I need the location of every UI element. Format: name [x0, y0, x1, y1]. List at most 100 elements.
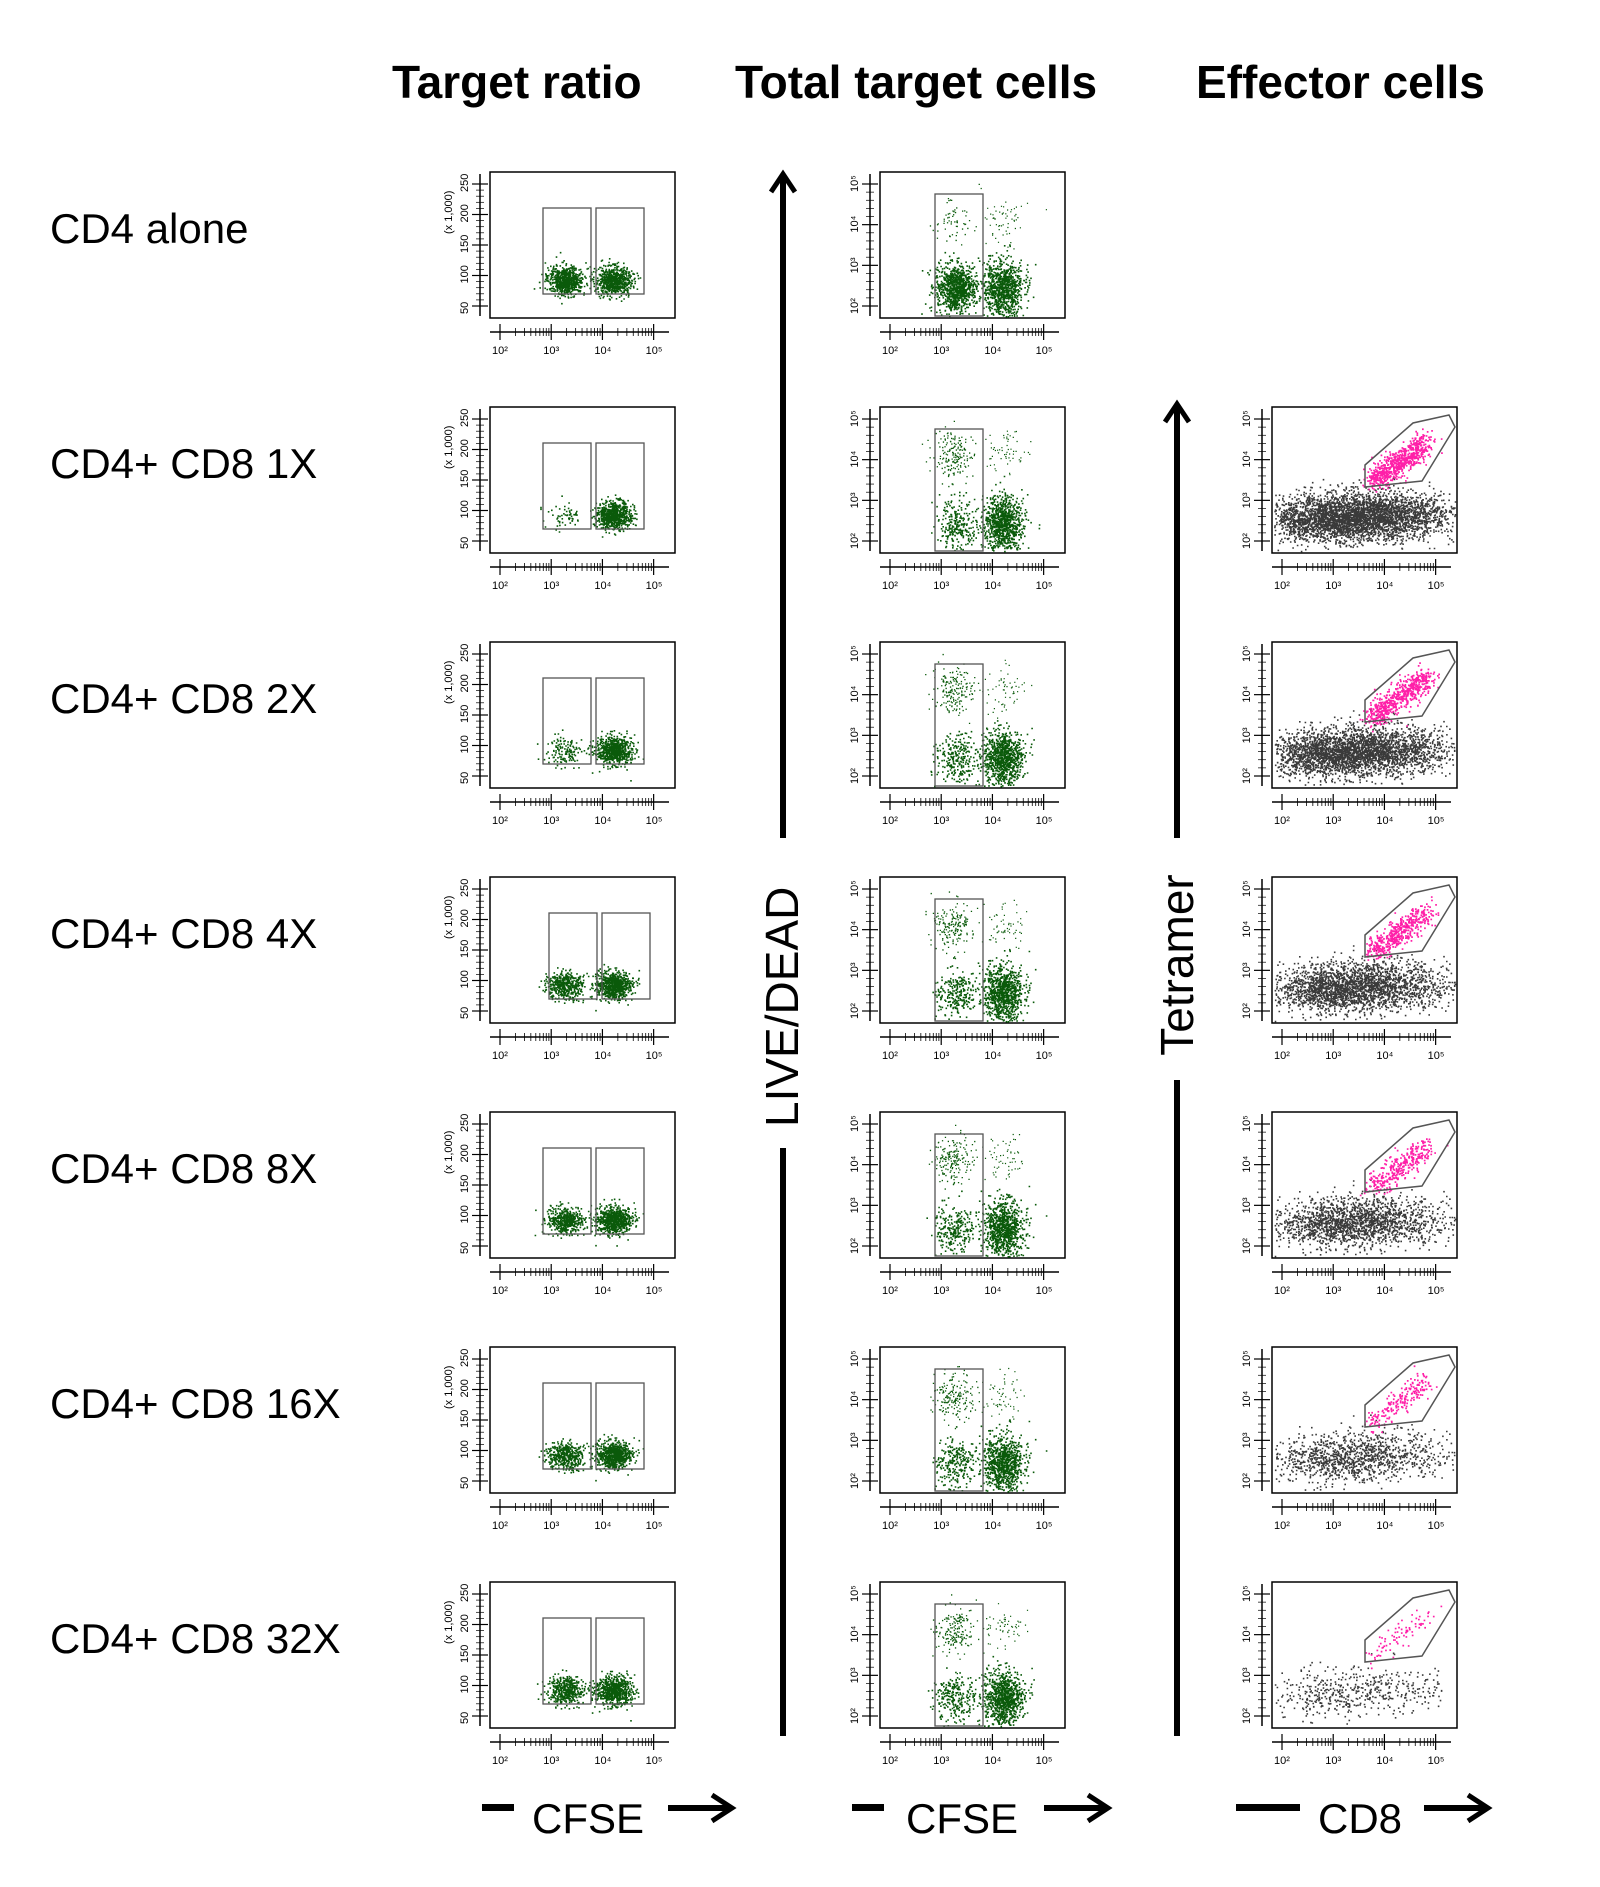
cd8-label: CD8	[1318, 1795, 1403, 1842]
target-ratio-r6-xtick-1: 10³	[543, 1755, 559, 1767]
total-target-r3-frame	[879, 876, 1066, 1024]
effector-r5-xtick-2: 10⁴	[1376, 1520, 1393, 1532]
total-target-r6-ytick-0: 10²	[849, 1708, 861, 1724]
total-target-r0-y-axis: 10² 10³ 10⁴ 10⁵	[849, 174, 878, 316]
target-ratio-plot-row6: 10² 10³ 10⁴ 10⁵ 50 100 150 200 250 (x 1,000)	[435, 1578, 676, 1788]
effector-plot-row2: 10² 10³ 10⁴ 10⁵ 10² 10³ 10⁴ 10⁵	[1217, 638, 1458, 848]
target-ratio-r3-ytick-2: 150	[459, 940, 471, 958]
total-target-r3-y-axis: 10² 10³ 10⁴ 10⁵	[849, 879, 878, 1021]
target-ratio-r1-gate-right	[595, 442, 645, 530]
target-ratio-r5-frame	[489, 1346, 676, 1494]
total-target-plot-row2: 10² 10³ 10⁴ 10⁵ 10² 10³ 10⁴ 10⁵	[825, 638, 1066, 848]
effector-r6-events	[1274, 1652, 1443, 1725]
target-ratio-r6-ytick-3: 200	[459, 1614, 471, 1632]
effector-r6-ytick-3: 10⁵	[1241, 1585, 1253, 1602]
target-ratio-r2-xtick-1: 10³	[543, 815, 559, 827]
effector-r3-ytick-1: 10³	[1241, 962, 1253, 978]
total-target-r2-frame	[879, 641, 1066, 789]
effector-r4-ytick-2: 10⁴	[1241, 1155, 1253, 1172]
total-target-plot-row3: 10² 10³ 10⁴ 10⁵ 10² 10³ 10⁴ 10⁵	[825, 873, 1066, 1083]
target-ratio-r6-events	[536, 1669, 640, 1722]
total-target-r1-ytick-0: 10²	[849, 533, 861, 549]
total-target-r3-xtick-0: 10²	[882, 1050, 898, 1062]
total-target-r0-xtick-0: 10²	[882, 345, 898, 357]
target-ratio-r0-ytick-2: 150	[459, 235, 471, 253]
target-ratio-r0-gate-left	[542, 207, 592, 295]
effector-r2-ytick-1: 10³	[1241, 727, 1253, 743]
total-target-r2-xtick-2: 10⁴	[984, 815, 1001, 827]
total-target-r1-x-axis: 10² 10³ 10⁴ 10⁵	[880, 559, 1059, 592]
total-target-r6-ytick-1: 10³	[849, 1667, 861, 1683]
target-ratio-r1-events	[540, 494, 638, 538]
row-label-5: CD4+ CD8 16X	[50, 1380, 341, 1427]
row-label-4: CD4+ CD8 8X	[50, 1145, 318, 1192]
effector-r4-xtick-3: 10⁵	[1428, 1285, 1445, 1297]
effector-r6-ytick-1: 10³	[1241, 1667, 1253, 1683]
effector-r3-ytick-0: 10²	[1241, 1003, 1253, 1019]
effector-r3-xtick-0: 10²	[1274, 1050, 1290, 1062]
target-ratio-r1-frame	[489, 406, 676, 554]
total-target-r4-ytick-2: 10⁴	[849, 1155, 861, 1172]
effector-r5-xtick-0: 10²	[1274, 1520, 1290, 1532]
target-ratio-plot-row4: 10² 10³ 10⁴ 10⁵ 50 100 150 200 250 (x 1,000)	[435, 1108, 676, 1318]
effector-plot-row5: 10² 10³ 10⁴ 10⁵ 10² 10³ 10⁴ 10⁵	[1217, 1343, 1458, 1553]
effector-r1-ytick-0: 10²	[1241, 533, 1253, 549]
target-ratio-r3-ytick-0: 50	[459, 1007, 471, 1019]
total-target-r2-xtick-0: 10²	[882, 815, 898, 827]
target-ratio-r6-ytick-4: 250	[459, 1584, 471, 1602]
target-ratio-r5-ytick-0: 50	[459, 1477, 471, 1489]
total-target-r5-ytick-1: 10³	[849, 1432, 861, 1448]
total-target-r1-ytick-1: 10³	[849, 492, 861, 508]
target-ratio-r3-gate-left	[548, 912, 598, 1000]
effector-r3-events	[1274, 944, 1457, 1023]
target-ratio-r1-ytick-4: 250	[459, 409, 471, 427]
target-ratio-r3-ytick-4: 250	[459, 879, 471, 897]
cfse-arrow-2	[1044, 1792, 1113, 1824]
effector-r5-ytick-0: 10²	[1241, 1473, 1253, 1489]
total-target-r0-ytick-3: 10⁵	[849, 175, 861, 192]
total-target-r2-xtick-3: 10⁵	[1036, 815, 1053, 827]
effector-plot-row6: 10² 10³ 10⁴ 10⁵ 10² 10³ 10⁴ 10⁵	[1217, 1578, 1458, 1788]
effector-r1-tetramer-pos	[1362, 428, 1443, 493]
effector-r2-y-axis: 10² 10³ 10⁴ 10⁵	[1241, 644, 1270, 786]
total-target-r0-x-axis: 10² 10³ 10⁴ 10⁵	[880, 324, 1059, 357]
target-ratio-r2-xtick-3: 10⁵	[646, 815, 663, 827]
target-ratio-r4-ytick-1: 100	[459, 1205, 471, 1223]
effector-r4-xtick-0: 10²	[1274, 1285, 1290, 1297]
live-dead-arrow	[768, 169, 798, 1736]
target-ratio-r6-ytick-2: 150	[459, 1645, 471, 1663]
total-target-r0-gate	[934, 193, 984, 317]
cfse-dash-1	[482, 1804, 514, 1811]
total-target-r4-ytick-3: 10⁵	[849, 1115, 861, 1132]
effector-r2-x-axis: 10² 10³ 10⁴ 10⁵	[1272, 794, 1451, 827]
target-ratio-r1-x-axis: 10² 10³ 10⁴ 10⁵	[490, 559, 669, 592]
effector-r4-x-axis: 10² 10³ 10⁴ 10⁵	[1272, 1264, 1451, 1297]
target-ratio-r0-ytick-0: 50	[459, 302, 471, 314]
target-ratio-r1-xtick-3: 10⁵	[646, 580, 663, 592]
effector-r3-xtick-2: 10⁴	[1376, 1050, 1393, 1062]
effector-r4-xtick-1: 10³	[1325, 1285, 1341, 1297]
target-ratio-r5-ytick-3: 200	[459, 1379, 471, 1397]
effector-r3-tetramer-pos	[1365, 896, 1440, 961]
target-ratio-r0-frame	[489, 171, 676, 319]
cd8-arrow	[1424, 1792, 1493, 1824]
target-ratio-r0-ytick-4: 250	[459, 174, 471, 192]
total-target-r0-ytick-1: 10³	[849, 257, 861, 273]
effector-r5-gate	[1364, 1354, 1456, 1428]
target-ratio-r6-xtick-2: 10⁴	[594, 1755, 611, 1767]
effector-r1-xtick-3: 10⁵	[1428, 580, 1445, 592]
target-ratio-r0-xtick-0: 10²	[492, 345, 508, 357]
total-target-r2-y-axis: 10² 10³ 10⁴ 10⁵	[849, 644, 878, 786]
target-ratio-r5-events	[538, 1433, 645, 1482]
total-target-r6-xtick-0: 10²	[882, 1755, 898, 1767]
target-ratio-r4-gate-right	[595, 1147, 645, 1235]
total-target-r0-frame	[879, 171, 1066, 319]
total-target-r2-events	[925, 653, 1035, 788]
effector-r4-y-axis: 10² 10³ 10⁴ 10⁵	[1241, 1114, 1270, 1256]
total-target-r2-ytick-3: 10⁵	[849, 645, 861, 662]
effector-r1-ytick-1: 10³	[1241, 492, 1253, 508]
total-target-r2-ytick-2: 10⁴	[849, 685, 861, 702]
target-ratio-r4-events	[534, 1198, 645, 1247]
total-target-r3-x-axis: 10² 10³ 10⁴ 10⁵	[880, 1029, 1059, 1062]
total-target-r3-xtick-1: 10³	[933, 1050, 949, 1062]
